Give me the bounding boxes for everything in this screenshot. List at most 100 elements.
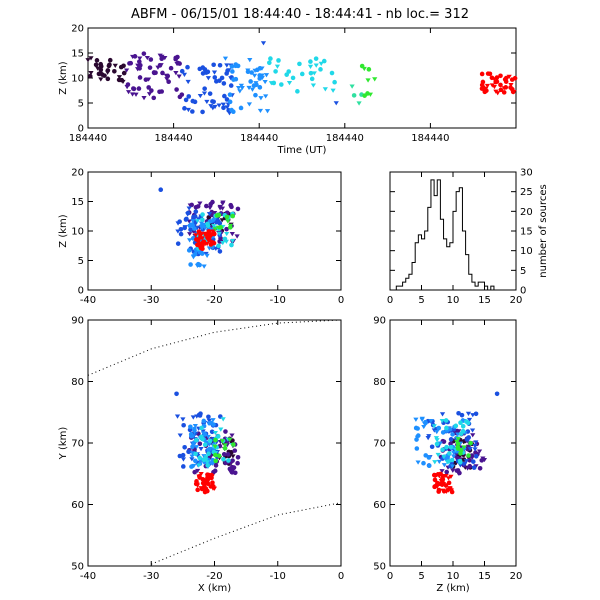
source-point <box>187 232 193 237</box>
source-point <box>223 429 228 434</box>
source-point <box>157 53 163 58</box>
source-point <box>201 239 207 244</box>
source-point <box>209 429 215 435</box>
source-point <box>457 458 463 464</box>
source-point <box>220 417 226 422</box>
source-point <box>449 457 455 463</box>
source-point <box>193 437 199 443</box>
source-point <box>366 67 372 72</box>
source-point <box>435 452 441 458</box>
source-point <box>493 89 499 94</box>
source-point <box>458 420 463 426</box>
source-point <box>185 64 190 70</box>
time-height-ytick-label: 10 <box>71 74 84 85</box>
source-point <box>144 55 150 61</box>
source-point <box>186 248 192 253</box>
altitude-histogram-ytick-label: 0 <box>520 286 526 297</box>
source-point <box>198 447 204 452</box>
source-point <box>184 216 189 222</box>
source-point <box>467 463 473 469</box>
source-point <box>141 51 147 56</box>
source-point <box>192 469 197 475</box>
source-point <box>208 242 214 247</box>
source-point <box>414 446 420 451</box>
source-point <box>175 241 181 246</box>
x-y-points <box>174 391 241 495</box>
source-point <box>116 75 123 80</box>
source-point <box>180 452 186 458</box>
source-point <box>245 68 251 73</box>
source-point <box>98 77 104 82</box>
source-point <box>216 453 222 459</box>
source-point <box>485 71 491 76</box>
source-point <box>469 428 476 433</box>
source-point <box>204 460 210 465</box>
source-point <box>190 444 195 450</box>
source-point <box>460 423 466 429</box>
source-point <box>192 214 198 219</box>
z-y-panel: 0 5 10 15 20 50 60 70 80 90 Z (km) <box>373 316 522 595</box>
source-point <box>466 453 471 458</box>
altitude-histogram-xtick-label: 20 <box>510 295 523 306</box>
source-point <box>148 57 154 62</box>
source-point <box>473 411 479 417</box>
source-point <box>235 85 242 91</box>
source-point <box>200 480 206 486</box>
source-point <box>431 472 437 478</box>
source-point <box>141 96 147 101</box>
source-point <box>195 468 201 474</box>
x-y-xtick-label: -40 <box>80 571 96 582</box>
source-point <box>479 71 485 77</box>
source-point <box>187 223 193 229</box>
source-point <box>201 454 207 459</box>
x-z-xtick-label: -40 <box>80 295 96 306</box>
source-point <box>308 70 314 76</box>
source-point <box>463 459 469 464</box>
source-point <box>221 456 226 462</box>
source-point <box>207 205 213 211</box>
x-y-xlabel: X (km) <box>198 583 231 594</box>
source-point <box>228 83 234 88</box>
source-point <box>190 219 196 224</box>
source-point <box>456 429 462 434</box>
source-point <box>494 79 500 84</box>
source-point <box>202 442 208 448</box>
source-point <box>182 106 187 111</box>
altitude-histogram-xtick-label: 0 <box>387 295 393 306</box>
x-y-xtick-label: -20 <box>206 571 222 582</box>
source-point <box>436 459 442 465</box>
source-point <box>174 414 181 419</box>
source-point <box>217 78 222 83</box>
source-point <box>205 221 210 227</box>
source-point <box>447 451 452 456</box>
source-point <box>321 58 327 64</box>
source-point <box>332 79 337 85</box>
time-height-ytick-label: 15 <box>71 49 84 60</box>
source-point <box>112 69 117 74</box>
source-point <box>137 75 143 80</box>
source-point <box>229 239 236 244</box>
source-point <box>193 233 199 238</box>
source-point <box>322 87 328 92</box>
source-point <box>112 63 118 68</box>
source-point <box>201 418 207 424</box>
source-point <box>258 96 264 101</box>
source-point <box>310 83 316 88</box>
source-point <box>372 77 378 82</box>
time-height-panel: 184440 184440 184440 184440 18444005101520Ti… <box>58 24 518 156</box>
source-point <box>434 441 440 447</box>
source-point <box>438 479 444 484</box>
source-point <box>93 62 99 68</box>
source-point <box>137 59 142 64</box>
source-point <box>441 488 447 494</box>
source-point <box>149 88 154 93</box>
source-point <box>249 87 256 92</box>
source-point <box>471 465 477 470</box>
source-point <box>166 79 171 84</box>
source-point <box>212 227 218 232</box>
source-point <box>235 460 240 466</box>
source-point <box>231 442 236 447</box>
source-point <box>207 91 213 96</box>
source-point <box>448 444 454 450</box>
x-y-xtick-label: -10 <box>270 571 286 582</box>
